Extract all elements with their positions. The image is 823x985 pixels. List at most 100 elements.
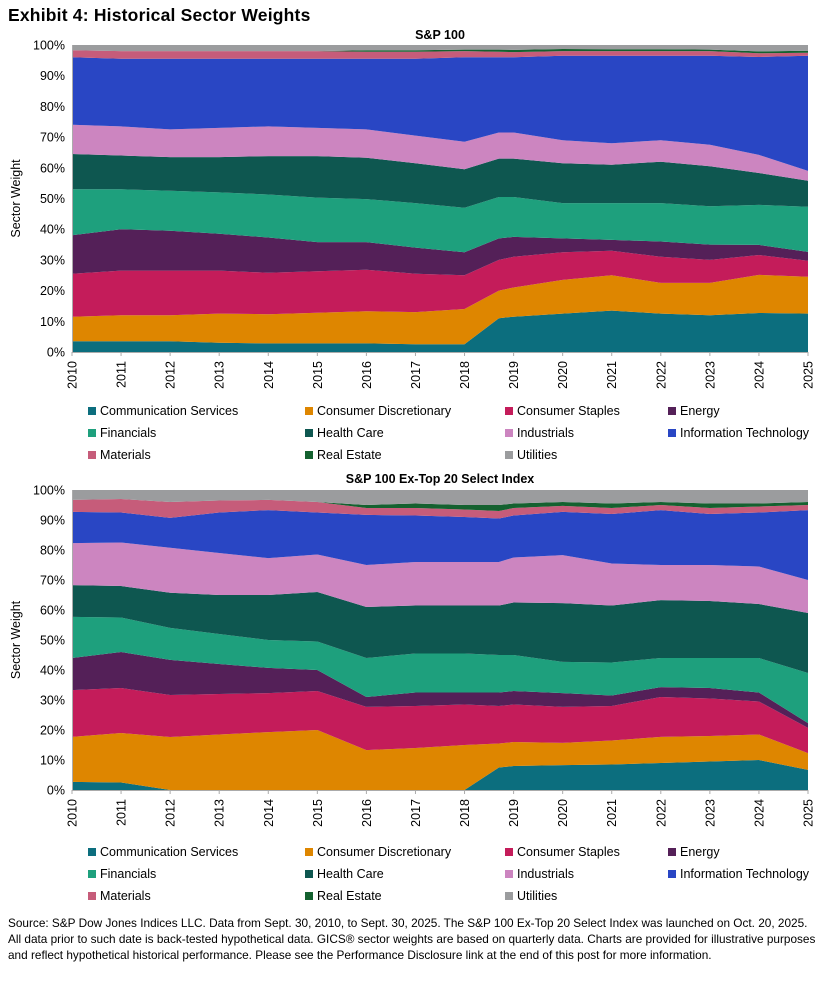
x-tick-label: 2013 — [213, 361, 227, 389]
x-tick-label: 2015 — [311, 361, 325, 389]
x-tick-label: 2022 — [654, 361, 668, 389]
legend-label: Industrials — [517, 426, 574, 440]
area-energy — [72, 652, 808, 728]
y-tick-label: 50% — [40, 192, 65, 206]
legend-label: Materials — [100, 889, 151, 903]
legend-label: Energy — [680, 845, 720, 859]
area-health-care — [72, 585, 808, 673]
legend-label: Financials — [100, 426, 157, 440]
x-tick-label: 2010 — [66, 799, 80, 827]
y-tick-label: 30% — [40, 694, 65, 708]
x-tick-label: 2017 — [409, 361, 423, 389]
chart1-title: S&P 100 — [415, 28, 465, 42]
x-tick-label: 2019 — [507, 799, 521, 827]
legend-label: Health Care — [317, 426, 384, 440]
x-tick-label: 2019 — [507, 361, 521, 389]
legend-item-information-technology: Information Technology — [668, 425, 815, 441]
legend-swatch-icon — [505, 848, 513, 856]
x-tick-label: 2022 — [654, 799, 668, 827]
area-industrials — [72, 542, 808, 613]
chart2-legend: Communication Services Consumer Discretio… — [88, 844, 815, 904]
chart1-plot: 2010 2011 2012 2013 2014 2015 2016 2017 2018 2019… — [9, 39, 816, 389]
chart2-plot: 2010 2011 2012 2013 2014 2015 2016 2017 2018 2019… — [9, 484, 816, 827]
area-consumer-discretionary — [72, 274, 808, 345]
legend-item-industrials: Industrials — [505, 425, 668, 441]
x-tick-label: 2010 — [66, 361, 80, 389]
exhibit-title: Exhibit 4: Historical Sector Weights — [8, 5, 311, 25]
legend-swatch-icon — [88, 892, 96, 900]
y-tick-label: 60% — [40, 604, 65, 618]
y-tick-label: 40% — [40, 223, 65, 237]
area-financials — [72, 616, 808, 724]
area-utilities — [72, 45, 808, 52]
legend-item-industrials: Industrials — [505, 866, 668, 882]
legend-item-materials: Materials — [88, 447, 305, 463]
legend-swatch-icon — [305, 429, 313, 437]
x-tick-label: 2021 — [605, 799, 619, 827]
legend-label: Information Technology — [680, 867, 810, 881]
legend-label: Consumer Discretionary — [317, 845, 452, 859]
y-tick-label: 70% — [40, 574, 65, 588]
area-real-estate — [72, 499, 808, 511]
area-consumer-staples — [72, 250, 808, 317]
area-information-technology — [72, 510, 808, 580]
area-energy — [72, 229, 808, 276]
area-health-care — [72, 154, 808, 208]
x-tick-label: 2017 — [409, 799, 423, 827]
legend-swatch-icon — [305, 451, 313, 459]
x-tick-label: 2012 — [164, 799, 178, 827]
legend-item-real-estate: Real Estate — [305, 447, 505, 463]
y-tick-label: 100% — [33, 39, 65, 53]
legend-swatch-icon — [88, 407, 96, 415]
legend-item-utilities: Utilities — [505, 888, 668, 904]
y-tick-label: 90% — [40, 69, 65, 83]
chart2-title: S&P 100 Ex-Top 20 Select Index — [345, 472, 535, 486]
area-consumer-staples — [72, 688, 808, 754]
area-materials — [72, 50, 808, 59]
y-tick-label: 20% — [40, 724, 65, 738]
x-tick-label: 2014 — [262, 799, 276, 827]
y-tick-label: 60% — [40, 161, 65, 175]
area-real-estate — [72, 49, 808, 54]
legend-item-energy: Energy — [668, 844, 815, 860]
legend-item-consumer-discretionary: Consumer Discretionary — [305, 403, 505, 419]
legend-swatch-icon — [505, 407, 513, 415]
legend-item-communication-services: Communication Services — [88, 844, 305, 860]
y-tick-label: 100% — [33, 484, 65, 498]
legend-item-financials: Financials — [88, 425, 305, 441]
x-tick-label: 2024 — [752, 361, 766, 389]
y-tick-label: 90% — [40, 514, 65, 528]
legend-label: Communication Services — [100, 845, 239, 859]
x-tick-label: 2025 — [802, 361, 816, 389]
x-tick-label: 2016 — [360, 799, 374, 827]
x-tick-label: 2011 — [115, 361, 129, 388]
area-communication-services — [72, 760, 808, 790]
legend-swatch-icon — [505, 429, 513, 437]
x-tick-label: 2015 — [311, 799, 325, 827]
legend-label: Consumer Discretionary — [317, 404, 452, 418]
x-tick-label: 2016 — [360, 361, 374, 389]
x-tick-label: 2013 — [213, 799, 227, 827]
x-tick-label: 2023 — [703, 361, 717, 389]
legend-item-health-care: Health Care — [305, 866, 505, 882]
legend-label: Real Estate — [317, 448, 382, 462]
x-tick-label: 2024 — [752, 799, 766, 827]
y-tick-label: 20% — [40, 284, 65, 298]
x-tick-label: 2014 — [262, 361, 276, 389]
legend-swatch-icon — [668, 870, 676, 878]
area-information-technology — [72, 55, 808, 171]
x-tick-label: 2018 — [458, 799, 472, 827]
source-note: Source: S&P Dow Jones Indices LLC. Data … — [8, 916, 816, 962]
legend-swatch-icon — [505, 451, 513, 459]
x-tick-label: 2012 — [164, 361, 178, 389]
legend-swatch-icon — [305, 407, 313, 415]
legend-item-financials: Financials — [88, 866, 305, 882]
y-tick-label: 0% — [47, 346, 65, 360]
legend-item-consumer-discretionary: Consumer Discretionary — [305, 844, 505, 860]
y-axis-title: Sector Weight — [9, 600, 23, 679]
y-tick-label: 10% — [40, 754, 65, 768]
x-tick-label: 2018 — [458, 361, 472, 389]
legend-swatch-icon — [305, 892, 313, 900]
legend-label: Financials — [100, 867, 157, 881]
